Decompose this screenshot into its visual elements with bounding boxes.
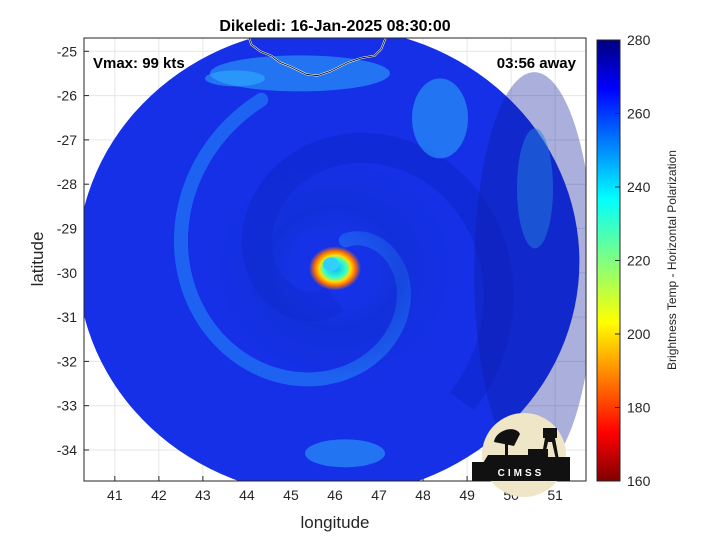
- y-tick-label: -25: [57, 43, 77, 59]
- y-tick-label: -32: [57, 353, 77, 369]
- colorbar-tick-label: 180: [627, 400, 651, 416]
- time-away-label: 03:56 away: [497, 55, 577, 72]
- colorbar: 280 260 240 220 200 180 160 Brightness Temp - …: [596, 32, 679, 489]
- x-tick-label: 41: [107, 487, 123, 503]
- x-tick-label: 43: [195, 487, 211, 503]
- vmax-label: Vmax: 99 kts: [93, 55, 185, 72]
- y-tick-labels: -25 -26 -27 -28 -29 -30 -31 -32 -33 -34: [57, 43, 77, 458]
- x-tick-label: 44: [239, 487, 255, 503]
- y-tick-label: -29: [57, 220, 77, 236]
- x-tick-label: 48: [415, 487, 431, 503]
- warm-patch: [205, 70, 265, 87]
- y-tick-label: -31: [57, 309, 77, 325]
- axes-frame: [83, 37, 587, 482]
- logo-dish-icon: [494, 429, 520, 446]
- x-tick-label: 46: [327, 487, 343, 503]
- colorbar-tick-label: 160: [627, 473, 651, 489]
- x-tick-label: 45: [283, 487, 299, 503]
- colorbar-label: Brightness Temp - Horizontal Polarizatio…: [665, 150, 679, 370]
- cold-limb: [474, 72, 586, 472]
- y-axis-label: latitude: [28, 232, 47, 287]
- chart-title: Dikeledi: 16-Jan-2025 08:30:00: [219, 18, 450, 35]
- colorbar-tick-label: 260: [627, 106, 651, 122]
- colorbar-tick-label: 220: [627, 253, 651, 269]
- x-tick-labels: 41 42 43 44 45 46 47 48 49 50 51: [107, 487, 563, 503]
- x-tick-label: 47: [371, 487, 387, 503]
- microwave-image: [84, 38, 586, 481]
- y-tick-label: -33: [57, 398, 77, 414]
- logo-dish-mast: [505, 444, 508, 460]
- coastline-edge: [248, 38, 387, 77]
- cimss-logo: CIMSS: [472, 413, 570, 497]
- colorbar-tick-label: 280: [627, 32, 651, 48]
- warm-patch: [305, 439, 385, 468]
- x-axis-label: longitude: [300, 513, 369, 532]
- warm-patch: [517, 128, 553, 249]
- y-tick-label: -27: [57, 132, 77, 148]
- logo-text: CIMSS: [498, 468, 545, 479]
- y-tick-label: -34: [57, 442, 77, 458]
- y-tick-label: -28: [57, 176, 77, 192]
- x-tick-label: 42: [151, 487, 167, 503]
- logo-banner: [472, 462, 570, 481]
- colorbar-tick-labels: 280 260 240 220 200 180 160: [615, 32, 651, 489]
- x-tick-label: 49: [459, 487, 475, 503]
- warm-patch: [412, 78, 468, 159]
- y-tick-label: -30: [57, 265, 77, 281]
- y-tick-label: -26: [57, 88, 77, 104]
- x-tick-label: 51: [547, 487, 563, 503]
- eye-center: [323, 257, 339, 272]
- colorbar-tick-label: 240: [627, 179, 651, 195]
- colorbar-tick-label: 200: [627, 326, 651, 342]
